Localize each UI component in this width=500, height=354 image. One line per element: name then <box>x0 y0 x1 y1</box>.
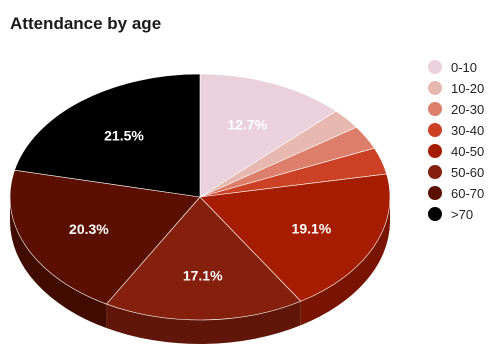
legend-item-40-50[interactable]: 40-50 <box>428 141 484 161</box>
legend-label: >70 <box>451 206 474 222</box>
slice-label-50-60: 17.1% <box>183 268 223 284</box>
pie-slice-0-10[interactable] <box>199 73 337 198</box>
legend-swatch <box>428 207 442 221</box>
legend-swatch <box>428 102 442 116</box>
pie-slice-40-50[interactable] <box>199 173 391 302</box>
legend-item-20-30[interactable]: 20-30 <box>428 99 484 119</box>
legend-swatch <box>428 144 442 158</box>
legend-swatch <box>428 123 442 137</box>
pie-side-50-60 <box>106 301 301 344</box>
legend-label: 60-70 <box>451 185 485 201</box>
pie-top <box>9 73 391 321</box>
pie-slice-60-70[interactable] <box>9 169 201 305</box>
pie-side-40-50 <box>300 198 390 326</box>
chart-legend: 0-10 10-20 20-30 30-40 40-50 50-60 60-70 >70 <box>428 57 484 225</box>
legend-item-0-10[interactable]: 0-10 <box>428 57 484 77</box>
legend-label: 0-10 <box>451 59 478 75</box>
legend-label: 20-30 <box>451 101 485 117</box>
legend-label: 40-50 <box>451 143 485 159</box>
pie-slice-50-60[interactable] <box>105 196 302 321</box>
legend-item-10-20[interactable]: 10-20 <box>428 78 484 98</box>
legend-swatch <box>428 60 442 74</box>
slice-label->70: 21.5% <box>104 128 144 144</box>
legend-swatch <box>428 165 442 179</box>
legend-item->70[interactable]: >70 <box>428 204 484 224</box>
legend-swatch <box>428 81 442 95</box>
legend-item-60-70[interactable]: 60-70 <box>428 183 484 203</box>
pie-depth <box>10 198 390 344</box>
legend-label: 50-60 <box>451 164 485 180</box>
pie-labels: 12.7% 19.1% 17.1% 20.3% 21.5% <box>69 117 332 284</box>
chart-title: Attendance by age <box>10 14 162 33</box>
slice-label-0-10: 12.7% <box>227 117 267 133</box>
legend-item-50-60[interactable]: 50-60 <box>428 162 484 182</box>
slice-label-40-50: 19.1% <box>292 221 332 237</box>
legend-label: 30-40 <box>451 122 485 138</box>
legend-item-30-40[interactable]: 30-40 <box>428 120 484 140</box>
pie-side-60-70 <box>10 198 107 329</box>
legend-label: 10-20 <box>451 80 485 96</box>
legend-swatch <box>428 186 442 200</box>
pie-slice->70[interactable] <box>14 73 201 198</box>
slice-label-60-70: 20.3% <box>69 221 109 237</box>
